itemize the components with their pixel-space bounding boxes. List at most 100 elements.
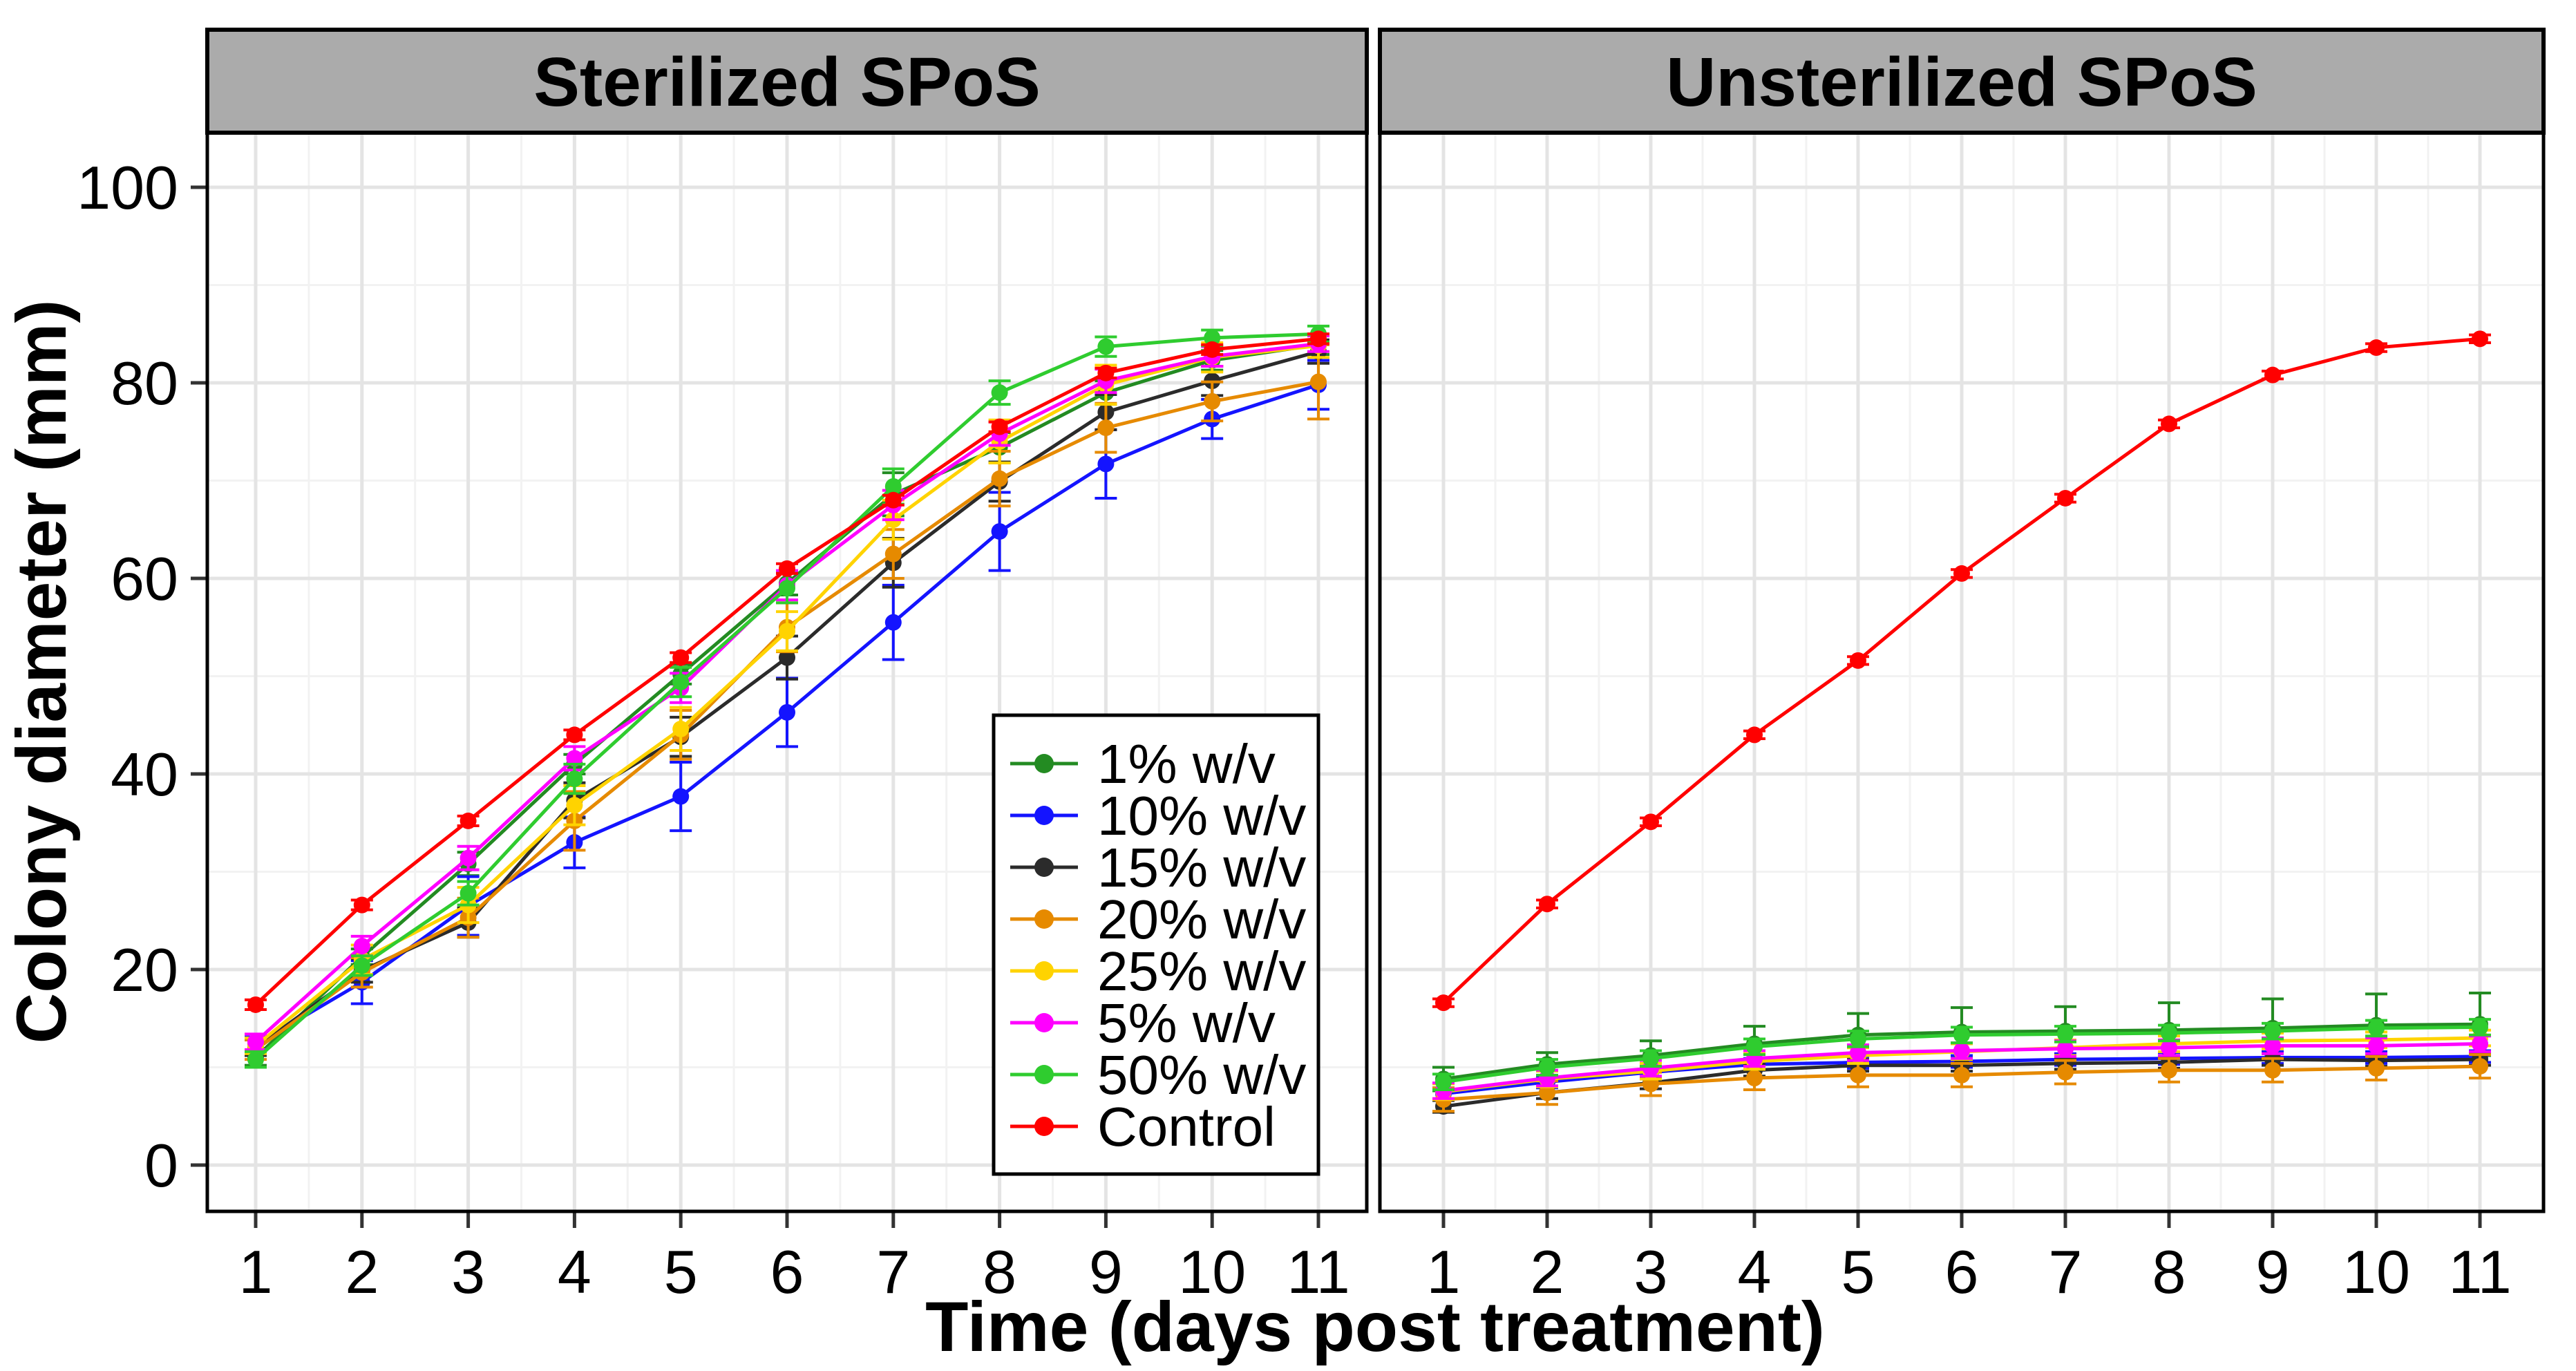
data-point bbox=[991, 418, 1008, 435]
y-tick-label: 100 bbox=[77, 153, 178, 222]
legend-label: 50% w/v bbox=[1097, 1044, 1306, 1106]
data-point bbox=[2264, 1023, 2281, 1040]
x-tick-label: 3 bbox=[1634, 1238, 1668, 1306]
data-point bbox=[672, 673, 690, 690]
data-point bbox=[1097, 419, 1115, 437]
x-tick-label: 6 bbox=[1945, 1238, 1979, 1306]
data-point bbox=[1642, 1050, 1659, 1067]
data-point bbox=[2161, 1039, 2177, 1057]
data-point bbox=[566, 726, 583, 744]
data-point bbox=[2472, 1058, 2488, 1075]
data-point bbox=[672, 720, 690, 737]
legend-key-dot bbox=[1034, 961, 1054, 981]
facet-title-unsterilized: Unsterilized SPoS bbox=[1666, 44, 2257, 121]
data-point bbox=[2368, 1037, 2385, 1055]
legend-label: 10% w/v bbox=[1097, 785, 1306, 847]
x-tick-label: 2 bbox=[345, 1238, 379, 1306]
data-point bbox=[247, 1051, 264, 1068]
data-series-layer bbox=[245, 324, 2491, 1115]
data-point bbox=[1204, 393, 1221, 410]
x-tick-label: 4 bbox=[1738, 1238, 1772, 1306]
data-point bbox=[353, 896, 370, 914]
data-point bbox=[1642, 813, 1659, 831]
data-point bbox=[1746, 1070, 1763, 1087]
legend: 1% w/v10% w/v15% w/v20% w/v25% w/v5% w/v… bbox=[992, 713, 1320, 1176]
x-axis-title: Time (days post treatment) bbox=[925, 1287, 1825, 1366]
data-point bbox=[2368, 339, 2385, 357]
data-point bbox=[2161, 1024, 2177, 1041]
data-point bbox=[566, 770, 583, 788]
x-tick-label: 9 bbox=[2256, 1238, 2290, 1306]
data-point bbox=[779, 623, 795, 640]
data-point bbox=[779, 580, 795, 597]
facet-strip-left bbox=[205, 28, 1369, 135]
data-point bbox=[1097, 455, 1115, 473]
data-point bbox=[247, 1033, 264, 1050]
y-tick-label: 80 bbox=[111, 349, 178, 417]
data-point bbox=[991, 470, 1008, 487]
x-tick-label: 5 bbox=[664, 1238, 698, 1306]
data-point bbox=[2057, 1025, 2074, 1043]
y-axis-title: Colony diameter (mm) bbox=[2, 300, 81, 1044]
data-point bbox=[884, 478, 902, 495]
data-point bbox=[1539, 1084, 1555, 1101]
data-point bbox=[779, 703, 795, 721]
data-point bbox=[2368, 1019, 2385, 1037]
data-point bbox=[1953, 1042, 1970, 1059]
legend-key-dot bbox=[1034, 1117, 1054, 1136]
data-point bbox=[2264, 366, 2281, 384]
data-point bbox=[1097, 364, 1115, 381]
data-point bbox=[1097, 338, 1115, 355]
x-tick-label: 7 bbox=[2049, 1238, 2083, 1306]
data-point bbox=[1953, 1066, 1970, 1084]
legend-label: 25% w/v bbox=[1097, 940, 1306, 1002]
data-point bbox=[884, 491, 902, 509]
data-point bbox=[460, 885, 477, 902]
data-point bbox=[566, 797, 583, 814]
data-point bbox=[460, 812, 477, 829]
data-point bbox=[2264, 1037, 2281, 1055]
data-point bbox=[1310, 373, 1327, 390]
data-point bbox=[779, 649, 795, 666]
x-tick-label: 10 bbox=[2342, 1238, 2410, 1306]
x-tick-label: 8 bbox=[2152, 1238, 2186, 1306]
data-point bbox=[353, 938, 370, 955]
data-point bbox=[1953, 1026, 1970, 1043]
x-tick-label: 3 bbox=[451, 1238, 485, 1306]
legend-key-dot bbox=[1034, 1013, 1054, 1032]
data-point bbox=[1435, 1073, 1452, 1090]
legend-box bbox=[992, 713, 1320, 1176]
data-point bbox=[353, 957, 370, 974]
legend-label: Control bbox=[1097, 1096, 1276, 1157]
data-point bbox=[2472, 1035, 2488, 1052]
x-tick-label: 2 bbox=[1531, 1238, 1564, 1306]
data-point bbox=[1850, 1066, 1866, 1084]
data-point bbox=[1539, 1059, 1555, 1076]
data-point bbox=[460, 849, 477, 867]
x-tick-label: 11 bbox=[2448, 1238, 2511, 1306]
x-tick-label: 8 bbox=[983, 1238, 1016, 1306]
data-point bbox=[884, 545, 902, 562]
legend-label: 15% w/v bbox=[1097, 837, 1306, 898]
data-point bbox=[779, 560, 795, 577]
x-tick-label: 1 bbox=[239, 1238, 273, 1306]
x-tick-label: 10 bbox=[1178, 1238, 1246, 1306]
x-tick-label: 11 bbox=[1287, 1238, 1349, 1306]
y-tick-label: 0 bbox=[144, 1131, 178, 1200]
data-point bbox=[2472, 330, 2488, 348]
legend-key-dot bbox=[1034, 909, 1054, 929]
x-tick-label: 5 bbox=[1841, 1238, 1875, 1306]
data-point bbox=[247, 996, 264, 1013]
data-point bbox=[1746, 1038, 1763, 1055]
legend-label: 1% w/v bbox=[1097, 733, 1276, 795]
data-point bbox=[1204, 329, 1221, 346]
data-point bbox=[2057, 489, 2074, 507]
x-tick-label: 6 bbox=[770, 1238, 804, 1306]
legend-key-dot bbox=[1034, 754, 1054, 773]
data-point bbox=[1850, 1030, 1866, 1048]
y-tick-label: 60 bbox=[111, 545, 178, 613]
x-tick-label: 1 bbox=[1427, 1238, 1461, 1306]
